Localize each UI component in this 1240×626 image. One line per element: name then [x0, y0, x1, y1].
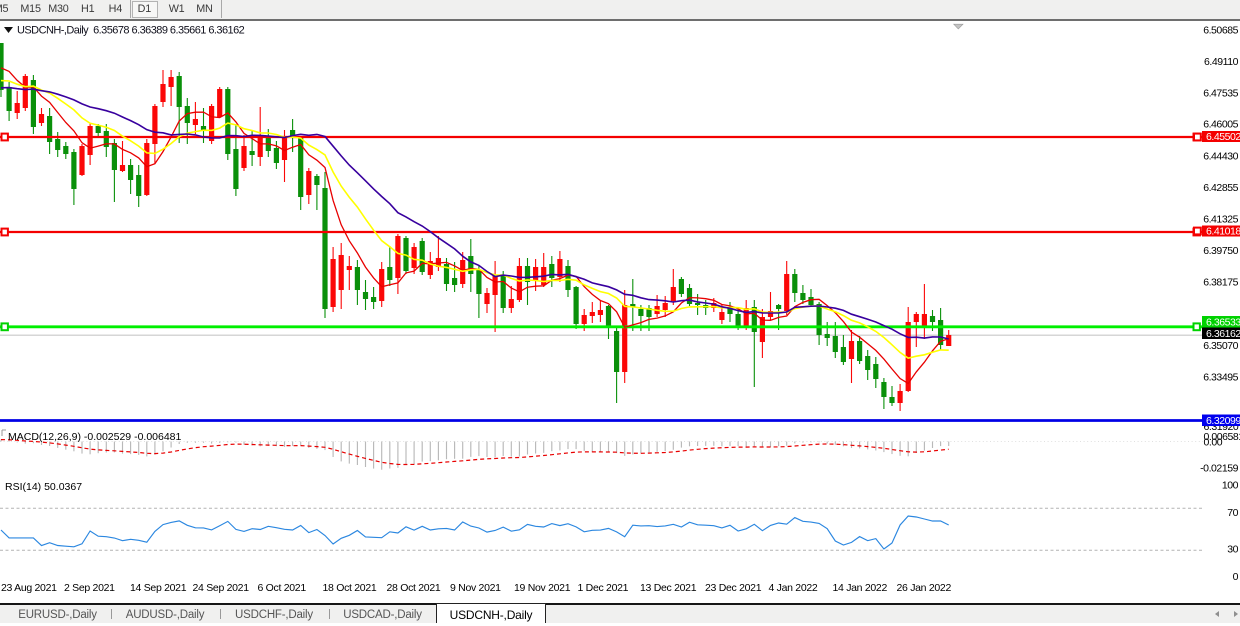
svg-text:13 Dec 2021: 13 Dec 2021 [640, 582, 697, 594]
svg-text:6.44430: 6.44430 [1203, 151, 1238, 163]
svg-text:70: 70 [1227, 507, 1238, 519]
svg-text:30: 30 [1227, 543, 1238, 555]
svg-text:6 Oct 2021: 6 Oct 2021 [258, 582, 307, 594]
svg-text:6.50685: 6.50685 [1203, 25, 1238, 37]
svg-text:19 Nov 2021: 19 Nov 2021 [514, 582, 571, 594]
svg-text:0: 0 [1233, 571, 1239, 583]
svg-text:23 Aug 2021: 23 Aug 2021 [1, 582, 57, 594]
svg-text:24 Sep 2021: 24 Sep 2021 [193, 582, 250, 594]
svg-text:6.32099: 6.32099 [1206, 415, 1240, 427]
svg-text:18 Oct 2021: 18 Oct 2021 [323, 582, 377, 594]
svg-text:6.41018: 6.41018 [1206, 225, 1240, 237]
svg-text:23 Dec 2021: 23 Dec 2021 [705, 582, 762, 594]
svg-text:6.35070: 6.35070 [1203, 340, 1238, 352]
svg-text:6.38175: 6.38175 [1203, 277, 1238, 289]
svg-text:1 Dec 2021: 1 Dec 2021 [578, 582, 629, 594]
svg-text:0.006581: 0.006581 [1204, 431, 1240, 443]
svg-text:RSI(14) 50.0367: RSI(14) 50.0367 [5, 481, 82, 493]
svg-text:USDCNH-,Daily 6.35678 6.36389: USDCNH-,Daily 6.35678 6.36389 6.35661 6.… [17, 25, 245, 37]
svg-text:-0.02159: -0.02159 [1200, 463, 1238, 475]
svg-text:100: 100 [1222, 480, 1239, 492]
svg-text:6.41325: 6.41325 [1203, 214, 1238, 226]
svg-text:14 Sep 2021: 14 Sep 2021 [130, 582, 187, 594]
svg-text:6.36162: 6.36162 [1206, 328, 1240, 340]
svg-text:6.49110: 6.49110 [1204, 56, 1239, 68]
svg-text:6.36533: 6.36533 [1206, 316, 1240, 328]
svg-text:26 Jan 2022: 26 Jan 2022 [897, 582, 952, 594]
svg-text:6.39750: 6.39750 [1203, 245, 1238, 257]
svg-text:6.42855: 6.42855 [1203, 182, 1238, 194]
svg-text:28 Oct 2021: 28 Oct 2021 [387, 582, 441, 594]
svg-text:4 Jan 2022: 4 Jan 2022 [769, 582, 818, 594]
svg-text:6.46005: 6.46005 [1203, 119, 1238, 131]
svg-text:6.47535: 6.47535 [1203, 88, 1238, 100]
svg-text:6.45502: 6.45502 [1206, 131, 1240, 143]
svg-text:2 Sep 2021: 2 Sep 2021 [64, 582, 115, 594]
svg-text:14 Jan 2022: 14 Jan 2022 [833, 582, 888, 594]
svg-text:MACD(12,26,9) -0.002529 -0.006: MACD(12,26,9) -0.002529 -0.006481 [8, 431, 182, 443]
svg-text:6.33495: 6.33495 [1203, 372, 1238, 384]
svg-text:9 Nov 2021: 9 Nov 2021 [450, 582, 501, 594]
svg-text:0.00: 0.00 [1204, 437, 1223, 449]
